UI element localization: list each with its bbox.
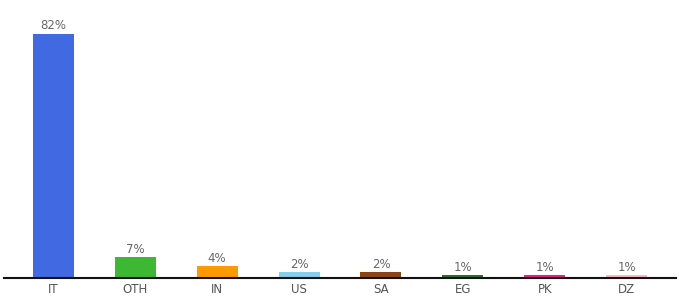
Text: 2%: 2% [290,257,308,271]
Bar [33,34,74,278]
Bar [279,272,320,278]
Text: 1%: 1% [454,260,472,274]
Bar [524,275,565,278]
Bar [360,272,401,278]
Text: 1%: 1% [617,260,636,274]
Bar [443,275,483,278]
Text: 82%: 82% [40,20,67,32]
Bar [115,257,156,278]
Text: 2%: 2% [372,257,390,271]
Text: 7%: 7% [126,243,145,256]
Bar [606,275,647,278]
Text: 1%: 1% [535,260,554,274]
Bar [197,266,237,278]
Text: 4%: 4% [208,252,226,265]
